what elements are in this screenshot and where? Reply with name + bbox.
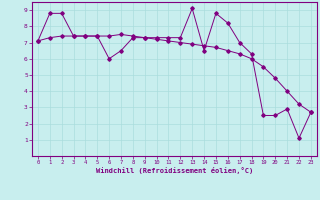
X-axis label: Windchill (Refroidissement éolien,°C): Windchill (Refroidissement éolien,°C) <box>96 167 253 174</box>
